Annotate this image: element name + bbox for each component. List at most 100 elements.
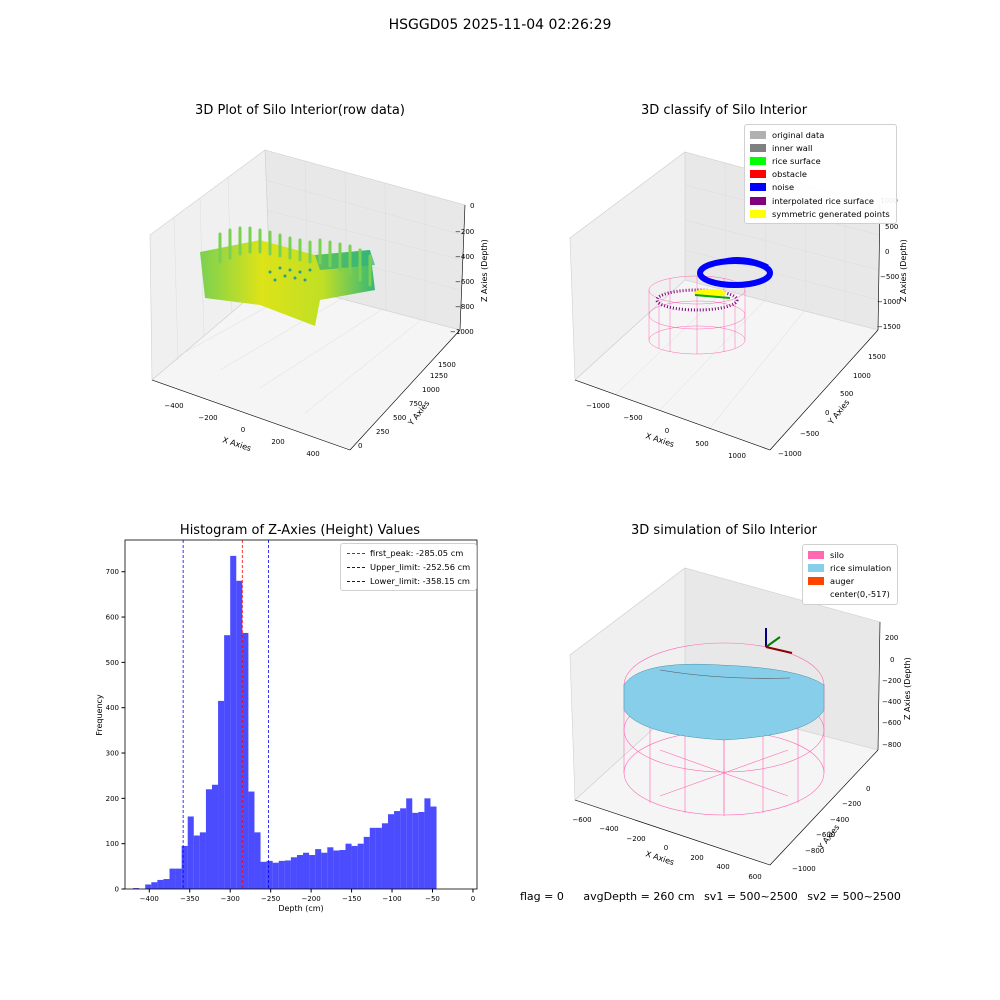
z-tick-label: −1000 — [877, 298, 901, 306]
histogram-bar — [218, 700, 225, 889]
legend-item: noise — [750, 181, 890, 194]
z-tick-label: 0 — [890, 656, 894, 664]
x-tick-label: −50 — [425, 895, 440, 903]
y-tick-label: −1000 — [778, 450, 802, 458]
legend-item: auger — [808, 574, 891, 587]
histogram-bar — [193, 835, 200, 889]
histogram-bar — [260, 861, 267, 889]
histogram-bar — [187, 816, 194, 889]
legend-item: first_peak: -285.05 cm — [347, 546, 470, 560]
x-tick-label: −250 — [261, 895, 280, 903]
histogram-bar — [151, 882, 158, 889]
histogram-bar — [284, 860, 291, 889]
legend-swatch — [750, 130, 766, 139]
histogram-bar — [357, 843, 364, 889]
legend-item: rice surface — [750, 154, 890, 167]
simulation-plot-title: 3D simulation of Silo Interior — [631, 523, 817, 538]
histogram-bar — [254, 832, 261, 889]
y-axis-label: Frequency — [95, 694, 104, 736]
histogram-bar — [381, 823, 388, 889]
y-tick-label: 0 — [825, 409, 829, 417]
y-tick-label: 0 — [115, 886, 119, 894]
histogram-bar — [290, 857, 297, 889]
z-tick-label: 0 — [470, 202, 474, 210]
z-axis-label: Z Axies (Depth) — [903, 657, 912, 720]
histogram-bar — [224, 635, 231, 889]
x-tick-label: −200 — [198, 414, 217, 422]
y-tick-label: 500 — [106, 659, 119, 667]
x-tick-label: 400 — [306, 450, 319, 458]
plot-frame — [124, 539, 478, 890]
y-tick-label: 1500 — [438, 361, 456, 369]
histogram-bar — [339, 850, 346, 889]
y-tick-label: −200 — [842, 800, 861, 808]
x-tick-label: 0 — [664, 844, 668, 852]
legend-item: center(0,-517) — [808, 588, 891, 601]
legend-swatch — [750, 209, 766, 218]
rice-simulation-surface — [623, 663, 825, 741]
z-tick-label: −400 — [882, 698, 901, 706]
histogram-bar — [321, 852, 328, 889]
z-tick-label: −500 — [880, 273, 899, 281]
histogram-bar — [163, 879, 170, 889]
histogram-bar — [375, 827, 382, 889]
histogram-bar — [266, 860, 273, 889]
histogram-bar — [181, 845, 188, 889]
x-tick-label: −150 — [342, 895, 361, 903]
z-tick-label: 0 — [885, 248, 889, 256]
y-axis-label: Y Axies — [826, 398, 852, 427]
histogram-bar — [333, 850, 340, 889]
sv2-text: sv2 = 500~2500 — [807, 890, 901, 903]
classify-plot-title: 3D classify of Silo Interior — [640, 103, 808, 118]
x-axis-label: X Axies — [644, 431, 675, 449]
y-tick-label: −800 — [805, 847, 824, 855]
y-tick-label: 200 — [106, 795, 119, 803]
x-tick-label: −300 — [221, 895, 240, 903]
x-tick-label: −400 — [140, 895, 159, 903]
x-tick-label: −1000 — [586, 402, 610, 410]
histogram-bar — [424, 798, 431, 889]
z-tick-label: 500 — [885, 223, 898, 231]
x-axis-label: Depth (cm) — [278, 904, 323, 913]
histogram-bar — [278, 860, 285, 889]
legend-swatch — [750, 143, 766, 152]
histogram-bar — [248, 791, 255, 889]
y-tick-label: 0 — [358, 442, 362, 450]
simulation-legend: silo rice simulation auger center(0,-517… — [802, 544, 899, 605]
histogram-bar — [169, 868, 176, 889]
avg-depth-text: avgDepth = 260 cm — [583, 890, 695, 903]
classify-legend: original data inner wall rice surface ob… — [744, 124, 897, 225]
histogram-legend: first_peak: -285.05 cm Upper_limit: -252… — [340, 543, 478, 591]
histogram-bar — [345, 843, 352, 889]
legend-item: rice simulation — [808, 561, 891, 574]
legend-item: interpolated rice surface — [750, 194, 890, 207]
legend-item: Upper_limit: -252.56 cm — [347, 560, 470, 574]
z-tick-label: 200 — [885, 634, 898, 642]
z-tick-label: −200 — [882, 677, 901, 685]
flag-text: flag = 0 — [520, 890, 564, 903]
x-tick-label: 0 — [471, 895, 475, 903]
y-tick-label: 250 — [376, 428, 389, 436]
x-tick-label: −600 — [572, 816, 591, 824]
histogram-bar — [369, 827, 376, 889]
x-tick-label: 0 — [241, 426, 245, 434]
legend-swatch — [750, 196, 766, 205]
histogram-bar — [199, 832, 206, 889]
histogram-bar — [315, 849, 322, 889]
legend-item: Lower_limit: -358.15 cm — [347, 574, 470, 588]
histogram-bar — [272, 862, 279, 889]
y-tick-label: 1250 — [430, 372, 448, 380]
histogram-bar — [230, 555, 237, 889]
x-tick-label: 200 — [271, 438, 284, 446]
histogram-bar — [363, 836, 370, 889]
x-tick-label: 200 — [690, 854, 703, 862]
legend-swatch — [750, 170, 766, 179]
histogram-bar — [296, 855, 304, 889]
legend-item: symmetric generated points — [750, 207, 890, 220]
raw-plot-3d: −400 −200 0 200 400 0 250 500 750 1000 1… — [149, 149, 489, 458]
x-tick-label: 400 — [716, 863, 729, 871]
x-tick-label: −400 — [164, 402, 183, 410]
legend-swatch — [808, 576, 824, 585]
legend-dash — [347, 580, 365, 582]
y-tick-label: 1000 — [853, 372, 871, 380]
